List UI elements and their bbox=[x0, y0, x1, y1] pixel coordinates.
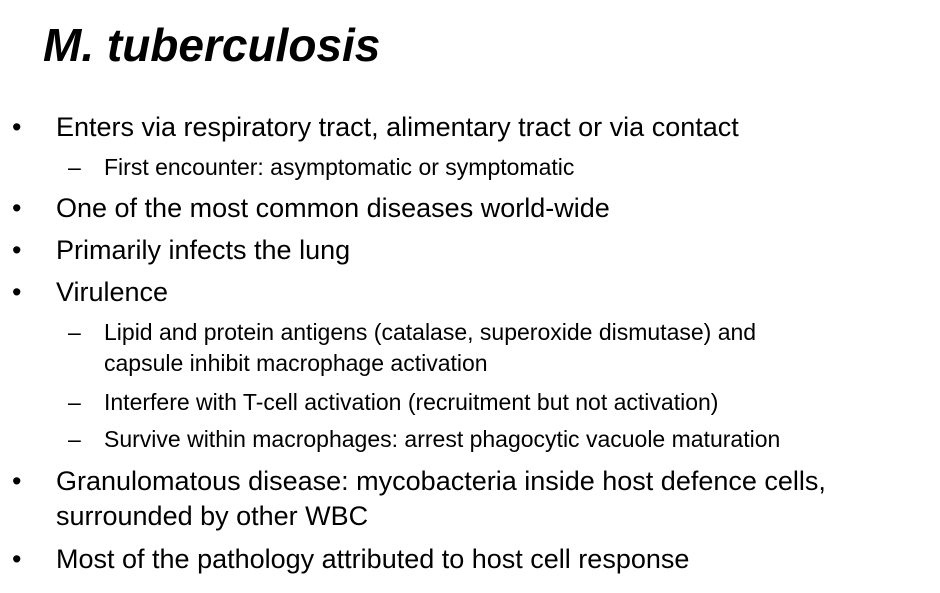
bullet-text: One of the most common diseases world-wi… bbox=[56, 193, 610, 223]
bullet-text: Most of the pathology attributed to host… bbox=[56, 544, 690, 574]
bullet-text: Granulomatous disease: mycobacteria insi… bbox=[56, 466, 826, 496]
bullet-icon: • bbox=[12, 277, 22, 307]
bullet-icon: • bbox=[12, 544, 22, 574]
sub-bullet-text: Interfere with T-cell activation (recrui… bbox=[104, 389, 719, 415]
bullet-text-continued: surrounded by other WBC bbox=[56, 501, 369, 531]
bullet-text: Primarily infects the lung bbox=[56, 235, 351, 265]
dash-icon: – bbox=[68, 426, 81, 452]
sub-bullet-text: First encounter: asymptomatic or symptom… bbox=[104, 154, 575, 180]
bullet-icon: • bbox=[12, 112, 22, 142]
dash-icon: – bbox=[68, 319, 81, 345]
sub-bullet-text: Survive within macrophages: arrest phago… bbox=[104, 426, 781, 452]
bullet-text: Enters via respiratory tract, alimentary… bbox=[56, 112, 739, 142]
bullet-text: Virulence bbox=[56, 277, 169, 307]
sub-bullet-text-continued: capsule inhibit macrophage activation bbox=[104, 350, 488, 376]
dash-icon: – bbox=[68, 389, 81, 415]
sub-bullet-text: Lipid and protein antigens (catalase, su… bbox=[104, 319, 757, 345]
slide-title: M. tuberculosis bbox=[43, 19, 381, 71]
dash-icon: – bbox=[68, 154, 81, 180]
bullet-icon: • bbox=[12, 193, 22, 223]
bullet-icon: • bbox=[12, 466, 22, 496]
bullet-icon: • bbox=[12, 235, 22, 265]
